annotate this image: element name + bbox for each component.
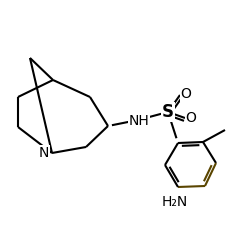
Text: O: O xyxy=(180,87,192,101)
Text: N: N xyxy=(39,146,49,160)
Text: NH: NH xyxy=(128,114,150,128)
Text: O: O xyxy=(186,111,196,125)
Text: H₂N: H₂N xyxy=(162,195,188,209)
Text: S: S xyxy=(162,103,174,121)
